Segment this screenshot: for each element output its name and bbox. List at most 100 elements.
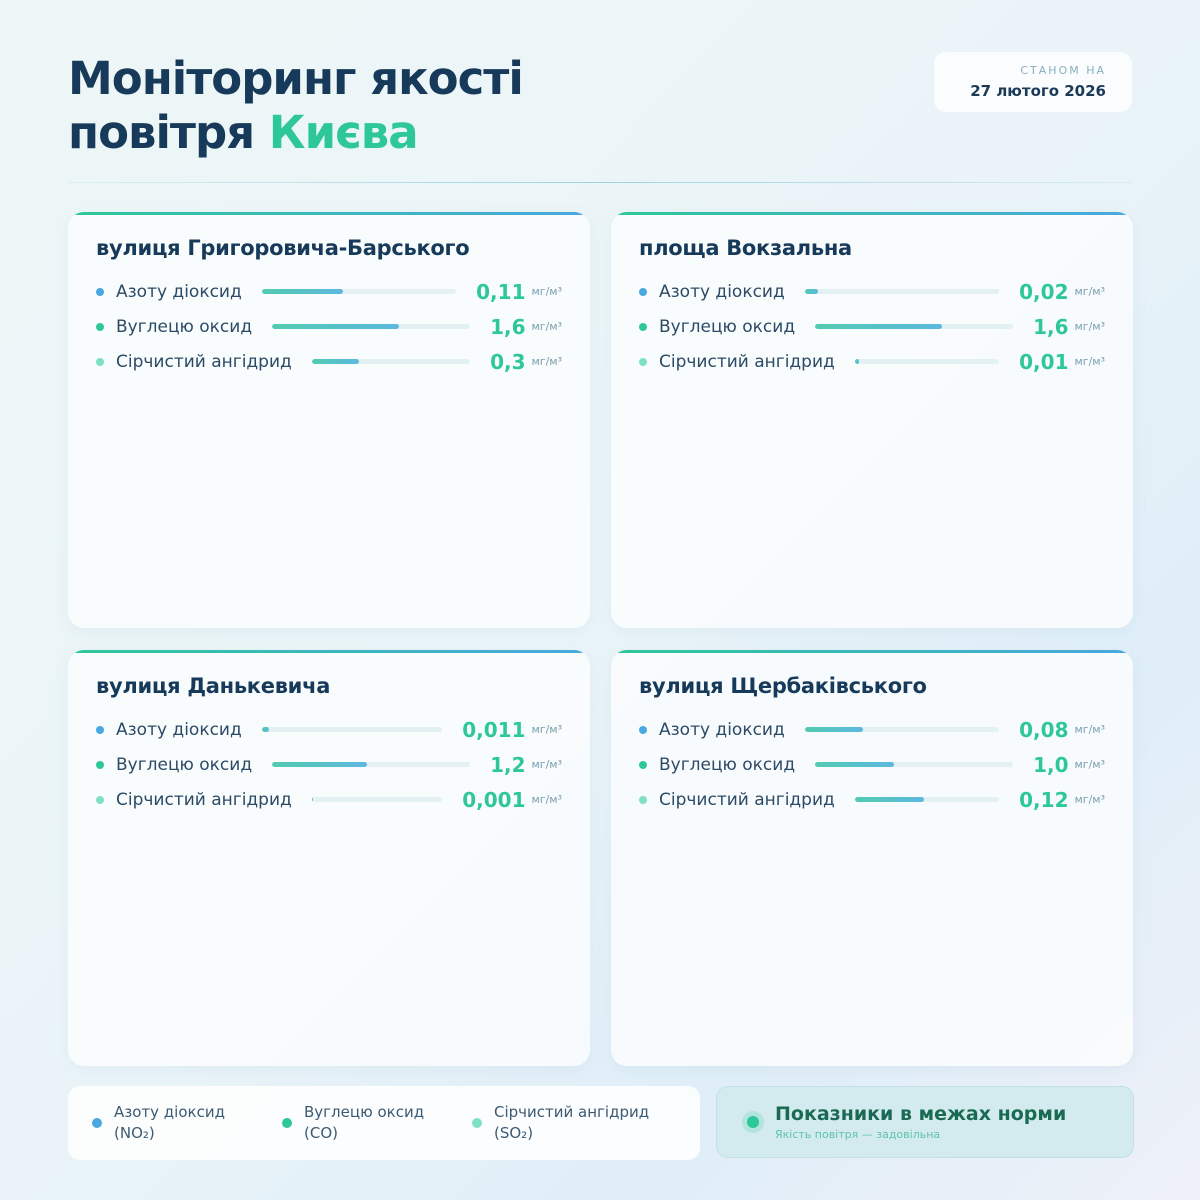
dot-icon [92,1118,102,1128]
reading-row: Азоту діоксид 0,08 мг/м³ [639,712,1105,747]
reading-unit: мг/м³ [1074,758,1106,771]
level-bar [311,797,443,802]
pollutant-label: Азоту діоксид [116,719,242,740]
title-line-2: повітря Києва [68,106,523,160]
pollutant-label: Сірчистий ангідрид [659,789,835,810]
date-badge: СТАНОМ НА 27 лютого 2026 [934,52,1132,112]
reading-value: 1,6 [490,314,526,339]
level-bar [854,797,1000,802]
status-dot-icon [747,1116,759,1128]
pollutant-label: Вуглецю оксид [659,754,796,775]
reading-unit: мг/м³ [531,320,563,333]
reading-value: 1,6 [1033,314,1069,339]
title-city: Києва [268,106,419,159]
page-title: Моніторинг якості повітря Києва [68,52,524,160]
dot-icon [96,322,104,331]
dot-icon [639,760,647,769]
dot-icon [639,287,647,296]
legend-label: Вуглецю оксид [304,1103,425,1121]
station-card: вулиця Щербаківського Азоту діоксид 0,08… [611,650,1133,1066]
level-bar [804,289,1000,294]
legend-item-no2: Азоту діоксид (NO₂) [92,1102,282,1144]
reading-value: 0,01 [1019,349,1069,374]
reading-unit: мг/м³ [531,355,563,368]
legend: Азоту діоксид (NO₂) Вуглецю оксид (CO) Сір… [68,1086,700,1160]
reading-row: Вуглецю оксид 1,0 мг/м³ [639,747,1105,782]
level-bar-fill [854,797,925,802]
date-label: СТАНОМ НА [1020,64,1106,77]
reading-unit: мг/м³ [1074,793,1106,806]
legend-item-so2: Сірчистий ангідрид (SO₂) [472,1102,662,1144]
level-bar [854,359,1000,364]
dot-icon [639,725,647,734]
level-bar-fill [311,359,360,364]
reading-value: 0,12 [1019,787,1069,812]
pollutant-label: Вуглецю оксид [659,316,796,337]
level-bar-fill [261,289,344,294]
legend-formula: (CO) [304,1124,338,1142]
level-bar [261,727,443,732]
legend-label: Азоту діоксид [114,1103,225,1121]
level-bar-fill [804,727,864,732]
reading-value: 0,001 [462,787,526,812]
reading-value: 0,11 [476,279,526,304]
reading-value: 0,3 [490,349,526,374]
reading-row: Азоту діоксид 0,011 мг/м³ [96,712,562,747]
station-card: площа Вокзальна Азоту діоксид 0,02 мг/м³… [611,212,1133,628]
level-bar-fill [804,289,819,294]
pollutant-label: Сірчистий ангідрид [659,351,835,372]
reading-row: Сірчистий ангідрид 0,01 мг/м³ [639,344,1105,379]
status-badge: Показники в межах норми Якість повітря — … [716,1086,1134,1158]
reading-row: Сірчистий ангідрид 0,001 мг/м³ [96,782,562,817]
pollutant-label: Азоту діоксид [659,719,785,740]
dot-icon [96,287,104,296]
level-bar-fill [261,727,269,732]
reading-unit: мг/м³ [531,285,563,298]
title-line-1: Моніторинг якості [68,52,524,105]
reading-unit: мг/м³ [531,793,563,806]
reading-value: 0,011 [462,717,526,742]
dot-icon [472,1118,482,1128]
reading-value: 0,02 [1019,279,1069,304]
reading-unit: мг/м³ [531,723,563,736]
station-name: вулиця Григоровича-Барського [96,236,470,260]
status-subtitle: Якість повітря — задовільна [775,1128,941,1141]
level-bar-fill [815,762,895,767]
dot-icon [639,357,647,366]
level-bar [261,289,457,294]
legend-formula: (SO₂) [494,1124,534,1142]
reading-value: 1,0 [1033,752,1069,777]
reading-row: Вуглецю оксид 1,6 мг/м³ [96,309,562,344]
dot-icon [96,357,104,366]
reading-value: 0,08 [1019,717,1069,742]
level-bar [272,324,471,329]
divider [68,182,1132,183]
legend-formula: (NO₂) [114,1124,155,1142]
level-bar [311,359,471,364]
reading-row: Азоту діоксид 0,11 мг/м³ [96,274,562,309]
dot-icon [96,795,104,804]
level-bar [815,324,1014,329]
title-prefix: повітря [68,106,255,159]
reading-row: Вуглецю оксид 1,6 мг/м³ [639,309,1105,344]
level-bar-fill [272,762,368,767]
station-name: вулиця Щербаківського [639,674,927,698]
level-bar [804,727,1000,732]
station-name: вулиця Данькевича [96,674,331,698]
dot-icon [639,795,647,804]
pollutant-label: Вуглецю оксид [116,754,253,775]
reading-row: Сірчистий ангідрид 0,12 мг/м³ [639,782,1105,817]
pollutant-label: Сірчистий ангідрид [116,351,292,372]
legend-label: Сірчистий ангідрид [494,1103,650,1121]
dot-icon [96,725,104,734]
station-name: площа Вокзальна [639,236,852,260]
level-bar [815,762,1014,767]
reading-unit: мг/м³ [1074,355,1106,368]
reading-row: Сірчистий ангідрид 0,3 мг/м³ [96,344,562,379]
reading-row: Азоту діоксид 0,02 мг/м³ [639,274,1105,309]
level-bar-fill [272,324,399,329]
reading-unit: мг/м³ [1074,723,1106,736]
pollutant-label: Азоту діоксид [659,281,785,302]
station-card: вулиця Данькевича Азоту діоксид 0,011 мг… [68,650,590,1066]
level-bar-fill [854,359,860,364]
